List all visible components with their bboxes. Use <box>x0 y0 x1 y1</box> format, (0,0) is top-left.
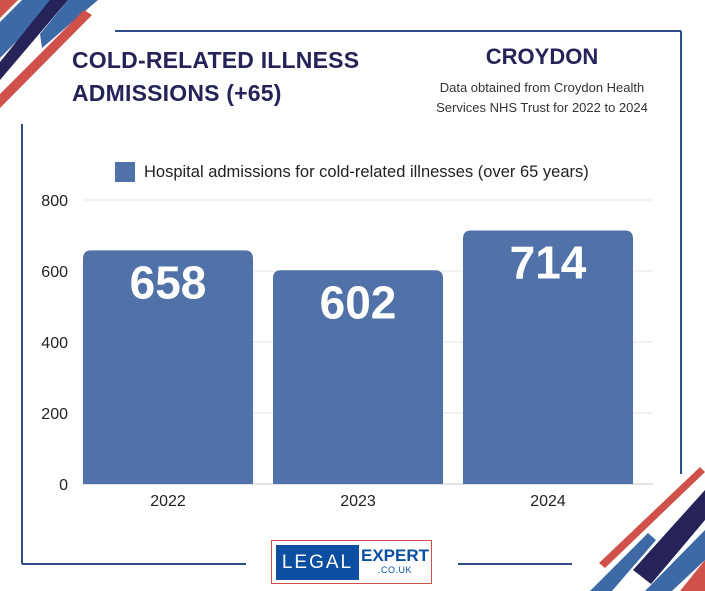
y-tick-label: 600 <box>41 264 68 281</box>
data-source-note: Data obtained from Croydon Health Servic… <box>420 78 664 118</box>
x-tick-label: 2022 <box>150 493 186 510</box>
bar-2023 <box>273 270 443 484</box>
data-label: 602 <box>320 276 397 328</box>
x-tick-label: 2024 <box>530 493 566 510</box>
y-tick-label: 800 <box>41 193 68 210</box>
top-left-stripes <box>0 0 98 108</box>
y-tick-label: 0 <box>59 477 68 494</box>
bottom-right-stripes <box>590 467 705 591</box>
logo-expert-block: EXPERT .CO.UK <box>361 546 430 576</box>
legend-label: Hospital admissions for cold-related ill… <box>144 162 589 181</box>
logo-legal-text: LEGAL <box>276 545 359 580</box>
chart-title-line1: COLD-RELATED ILLNESS <box>72 47 360 73</box>
bar-2024 <box>463 230 633 484</box>
data-source-line1: Data obtained from Croydon Health <box>439 80 645 95</box>
chart-title-line2: ADMISSIONS (+65) <box>72 80 282 106</box>
bar-2022 <box>83 250 253 484</box>
legend-swatch <box>115 162 135 182</box>
logo-domain-suffix: .CO.UK <box>377 565 412 575</box>
y-tick-label: 400 <box>41 335 68 352</box>
chart-title: COLD-RELATED ILLNESS ADMISSIONS (+65) <box>72 44 359 110</box>
data-source-line2: Services NHS Trust for 2022 to 2024 <box>436 100 648 115</box>
city-heading: CROYDON <box>485 44 599 69</box>
legal-expert-logo: LEGAL EXPERT .CO.UK <box>271 540 432 584</box>
y-tick-label: 200 <box>41 406 68 423</box>
x-tick-label: 2023 <box>340 493 376 510</box>
logo-expert-text: EXPERT <box>361 546 430 565</box>
data-label: 714 <box>510 237 587 289</box>
chart-legend: Hospital admissions for cold-related ill… <box>115 162 589 182</box>
data-label: 658 <box>130 256 207 308</box>
